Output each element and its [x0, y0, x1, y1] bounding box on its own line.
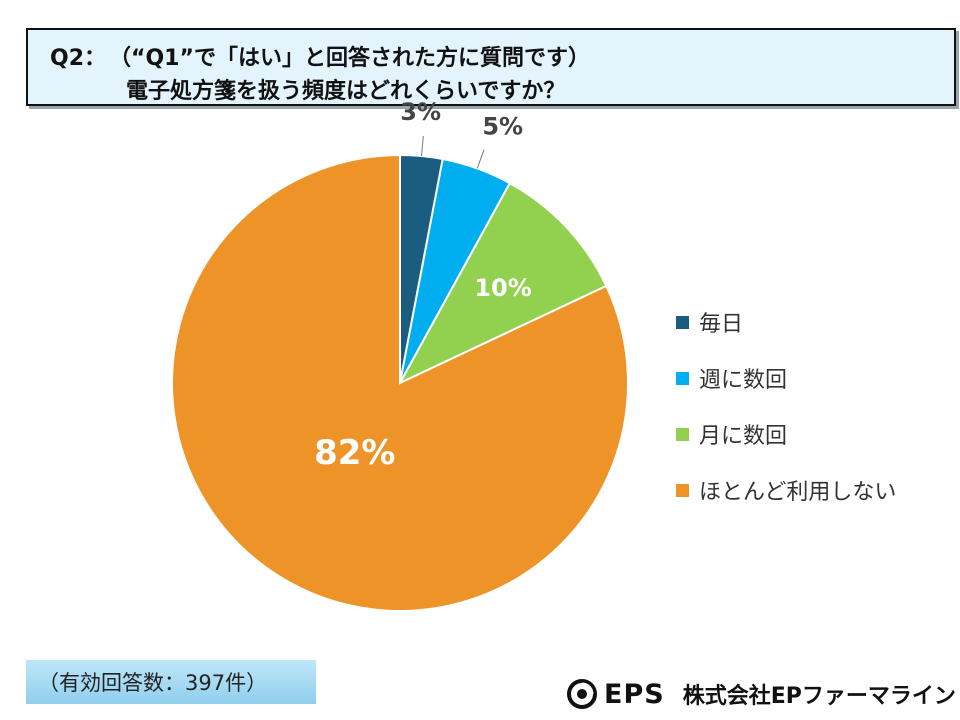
question-line-1: Q2： （“Q1”で「はい」と回答された方に質問です） [50, 40, 590, 72]
sample-size-box: （有効回答数：397件） [26, 660, 316, 704]
sample-size-note: （有効回答数：397件） [38, 671, 268, 695]
eps-ring-logo-icon [567, 679, 597, 709]
question-box: Q2： （“Q1”で「はい」と回答された方に質問です） 電子処方箋を扱う頻度はどれ… [26, 28, 956, 106]
slice-value-label: 3% [400, 98, 441, 126]
question-label: Q2： [50, 46, 107, 71]
legend-item: 毎日 [676, 294, 896, 350]
legend-label: 毎日 [699, 312, 744, 337]
company-logo: EPS 株式会社EPファーマライン [566, 674, 956, 714]
question-context: （“Q1”で「はい」と回答された方に質問です） [120, 46, 590, 71]
legend-swatch [676, 315, 689, 329]
pie-slice [397, 181, 608, 386]
pie-slice [171, 153, 630, 612]
legend-swatch [676, 371, 689, 385]
legend-swatch [676, 483, 689, 497]
slice-value-label: 5% [482, 112, 523, 140]
slice-value-label: 10% [474, 274, 531, 302]
slice-value-label: 82% [314, 433, 395, 473]
legend-item: ほとんど利用しない [676, 462, 896, 518]
question-text: 電子処方箋を扱う頻度はどれくらいですか？ [126, 79, 566, 104]
leader-line [476, 149, 485, 169]
logo-company: 株式会社EPファーマライン [682, 684, 956, 709]
legend-item: 週に数回 [676, 350, 896, 406]
chart-legend: 毎日週に数回月に数回ほとんど利用しない [676, 294, 896, 518]
legend-item: 月に数回 [676, 406, 896, 462]
legend-swatch [676, 427, 689, 441]
logo-brand: EPS [604, 678, 665, 710]
legend-label: ほとんど利用しない [699, 480, 897, 505]
legend-label: 週に数回 [699, 368, 788, 393]
leader-line [420, 136, 424, 157]
legend-label: 月に数回 [699, 424, 788, 449]
